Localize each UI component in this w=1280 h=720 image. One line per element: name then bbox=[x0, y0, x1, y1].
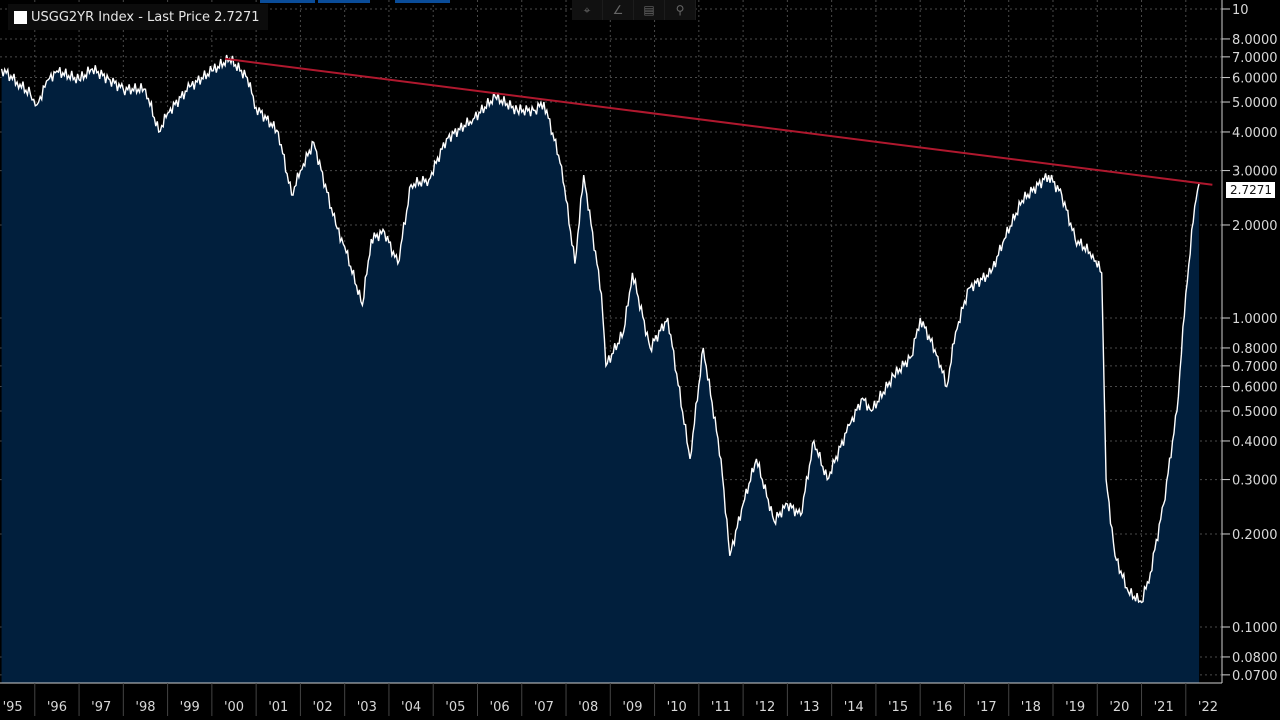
y-tick-label: 5.0000 bbox=[1232, 96, 1278, 111]
x-tick-label: '16 bbox=[932, 700, 952, 715]
y-axis: 10 8.0000 7.0000 6.0000 5.0000 4.0000 3.0000 2.… bbox=[1222, 3, 1278, 684]
x-tick-label: '01 bbox=[268, 700, 288, 715]
x-tick-label: '96 bbox=[47, 700, 67, 715]
zoom-icon[interactable]: ⚲ bbox=[665, 0, 696, 20]
draw-line-icon[interactable]: ∠ bbox=[603, 0, 634, 20]
x-tick-label: '22 bbox=[1198, 700, 1218, 715]
chart-toolbar: ⌖ ∠ ▤ ⚲ bbox=[572, 0, 696, 20]
x-tick-label: '21 bbox=[1154, 700, 1174, 715]
y-tick-label: 1.0000 bbox=[1232, 312, 1278, 327]
x-tick-label: '98 bbox=[135, 700, 155, 715]
y-tick-label: 6.0000 bbox=[1232, 72, 1278, 87]
y-tick-label: 7.0000 bbox=[1232, 51, 1278, 66]
x-tick-label: '03 bbox=[357, 700, 377, 715]
y-tick-label: 0.2000 bbox=[1232, 528, 1278, 543]
x-axis: '95 '96 '97 '98 '99 '00 '01 '02 '03 '04 '05 '06 '07 '… bbox=[3, 683, 1218, 716]
x-tick-label: '04 bbox=[401, 700, 421, 715]
x-tick-label: '00 bbox=[224, 700, 244, 715]
y-tick-label: 0.0700 bbox=[1232, 669, 1278, 684]
x-tick-label: '06 bbox=[490, 700, 510, 715]
x-tick-label: '95 bbox=[3, 700, 23, 715]
y-tick-label: 0.8000 bbox=[1232, 342, 1278, 357]
y-tick-label: 0.1000 bbox=[1232, 621, 1278, 636]
x-tick-label: '97 bbox=[91, 700, 111, 715]
x-tick-label: '09 bbox=[622, 700, 642, 715]
y-tick-label: 2.0000 bbox=[1232, 219, 1278, 234]
price-line bbox=[0, 54, 1200, 604]
trend-line bbox=[225, 57, 1213, 186]
x-tick-label: '15 bbox=[888, 700, 908, 715]
y-tick-label: 3.0000 bbox=[1232, 165, 1278, 180]
x-tick-label: '02 bbox=[312, 700, 332, 715]
x-tick-label: '99 bbox=[180, 700, 200, 715]
x-tick-label: '08 bbox=[578, 700, 598, 715]
x-tick-label: '10 bbox=[667, 700, 687, 715]
x-tick-label: '05 bbox=[445, 700, 465, 715]
header-tab-indicator bbox=[318, 0, 370, 3]
y-tick-label: 8.0000 bbox=[1232, 33, 1278, 48]
list-icon[interactable]: ▤ bbox=[634, 0, 665, 20]
y-tick-label: 0.0800 bbox=[1232, 651, 1278, 666]
y-tick-label: 10 bbox=[1232, 3, 1249, 18]
y-tick-label: 0.5000 bbox=[1232, 405, 1278, 420]
y-tick-label: 0.7000 bbox=[1232, 360, 1278, 375]
price-area-fill bbox=[1, 55, 1200, 683]
header-tab-indicator bbox=[260, 0, 315, 3]
last-price-tag: 2.7271 bbox=[1226, 182, 1275, 198]
x-tick-label: '11 bbox=[711, 700, 731, 715]
x-tick-label: '13 bbox=[799, 700, 819, 715]
x-tick-label: '20 bbox=[1109, 700, 1129, 715]
y-tick-label: 0.4000 bbox=[1232, 435, 1278, 450]
y-tick-label: 0.6000 bbox=[1232, 381, 1278, 396]
y-tick-label: 0.3000 bbox=[1232, 474, 1278, 489]
crosshair-icon[interactable]: ⌖ bbox=[572, 0, 603, 20]
x-tick-label: '07 bbox=[534, 700, 554, 715]
chart-legend[interactable]: USGG2YR Index - Last Price 2.7271 bbox=[8, 4, 268, 30]
x-tick-label: '19 bbox=[1065, 700, 1085, 715]
x-tick-label: '18 bbox=[1021, 700, 1041, 715]
x-tick-label: '12 bbox=[755, 700, 775, 715]
header-tab-indicator bbox=[395, 0, 450, 3]
legend-swatch bbox=[14, 10, 27, 24]
y-tick-label: 4.0000 bbox=[1232, 126, 1278, 141]
x-tick-label: '17 bbox=[977, 700, 997, 715]
legend-label: USGG2YR Index - Last Price 2.7271 bbox=[31, 9, 260, 25]
x-tick-label: '14 bbox=[844, 700, 864, 715]
